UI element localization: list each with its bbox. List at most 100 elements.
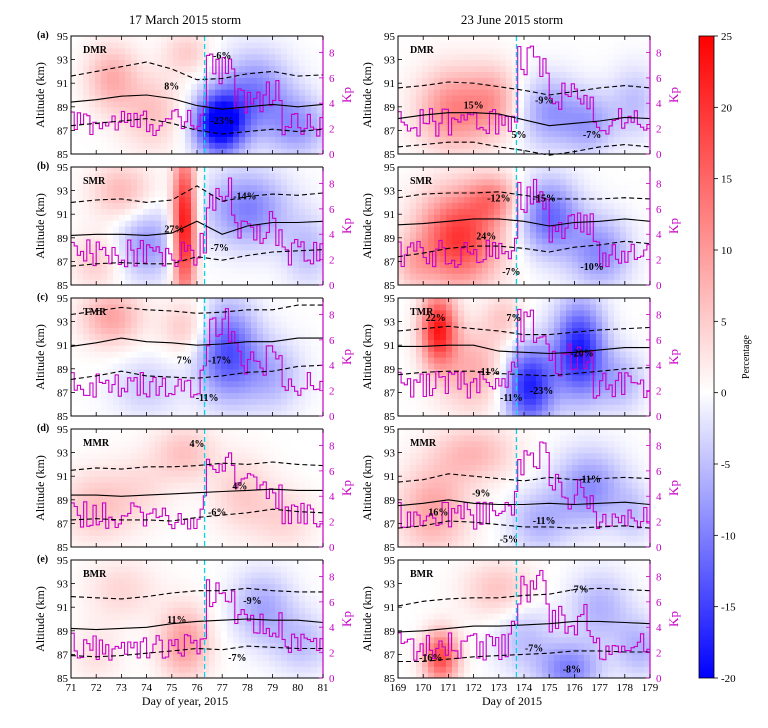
heatmap-cell (119, 339, 126, 346)
heatmap-cell (77, 59, 84, 67)
heatmap-cell (446, 178, 453, 186)
heatmap-cell (560, 77, 567, 84)
heatmap-cell (428, 41, 435, 49)
heatmap-cell (638, 279, 645, 285)
heatmap-cell (245, 410, 252, 416)
heatmap-cell (191, 118, 198, 126)
heatmap-cell (542, 386, 549, 393)
heatmap-cell (305, 130, 312, 137)
heatmap-cell (251, 196, 258, 203)
heatmap-cell (77, 196, 84, 203)
heatmap-cell (77, 333, 84, 340)
heatmap-cell (416, 380, 423, 388)
heatmap-cell (71, 142, 78, 149)
heatmap-cell (143, 327, 150, 334)
heatmap-cell (644, 172, 650, 180)
heatmap-cell (101, 130, 108, 137)
heatmap-cell (113, 380, 120, 388)
heatmap-cell (404, 47, 411, 55)
heatmap-cell (95, 380, 102, 388)
heatmap-cell (524, 351, 531, 358)
heatmap-cell (428, 208, 435, 215)
heatmap-cell (251, 148, 258, 154)
heatmap-cell (143, 345, 150, 352)
heatmap-cell (305, 255, 312, 262)
heatmap-cell (506, 89, 513, 96)
heatmap-cell (416, 100, 423, 108)
heatmap-cell (251, 315, 258, 323)
heatmap-cell (263, 136, 270, 143)
heatmap-cell (482, 89, 489, 96)
heatmap-cell (536, 249, 543, 257)
heatmap-cell (107, 184, 114, 192)
heatmap-cell (269, 237, 276, 245)
heatmap-cell (464, 321, 471, 329)
heatmap-cell (197, 89, 204, 96)
heatmap-cell (542, 398, 549, 405)
heatmap-cell (275, 196, 282, 203)
heatmap-cell (83, 345, 90, 352)
heatmap-cell (101, 148, 108, 154)
heatmap-cell (440, 226, 447, 233)
heatmap-cell (287, 142, 294, 149)
heatmap-cell (317, 196, 323, 203)
heatmap-cell (77, 83, 84, 90)
heatmap-cell (299, 231, 306, 239)
heatmap-cell (185, 249, 192, 257)
heatmap-cell (458, 184, 465, 192)
heatmap-cell (317, 362, 323, 370)
heatmap-cell (452, 243, 459, 251)
heatmap-cell (113, 136, 120, 143)
heatmap-cell (416, 374, 423, 382)
heatmap-cell (464, 279, 471, 285)
heatmap-cell (185, 41, 192, 49)
heatmap-cell (179, 83, 186, 90)
heatmap-cell (257, 77, 264, 84)
heatmap-cell (257, 279, 264, 285)
heatmap-cell (305, 327, 312, 334)
heatmap-cell (317, 374, 323, 382)
heatmap-cell (131, 321, 138, 329)
heatmap-cell (305, 65, 312, 72)
heatmap-cell (626, 261, 633, 268)
heatmap-cell (293, 226, 300, 233)
heatmap-cell (446, 100, 453, 108)
heatmap-cell (602, 36, 609, 43)
heatmap-cell (452, 148, 459, 154)
heatmap-cell (638, 255, 645, 262)
kp-tick-label: 2 (656, 255, 662, 267)
heatmap-cell (191, 267, 198, 274)
heatmap-cell (245, 374, 252, 382)
heatmap-cell (464, 77, 471, 84)
heatmap-cell (311, 100, 318, 108)
heatmap-cell (149, 136, 156, 143)
heatmap-cell (263, 404, 270, 411)
heatmap-cell (155, 178, 162, 186)
heatmap-cell (161, 345, 168, 352)
heatmap-cell (578, 112, 585, 120)
heatmap-cell (626, 59, 633, 67)
heatmap-cell (107, 36, 114, 43)
heatmap-cell (71, 368, 78, 376)
heatmap-cell (434, 255, 441, 262)
heatmap-cell (269, 89, 276, 96)
contour-lower (397, 141, 651, 156)
heatmap-cell (542, 89, 549, 96)
heatmap-cell (257, 309, 264, 317)
heatmap-cell (560, 220, 567, 227)
heatmap-cell (113, 118, 120, 126)
heatmap-cell (89, 142, 96, 149)
heatmap-cell (638, 53, 645, 61)
heatmap-cell (452, 392, 459, 399)
heatmap-cell (476, 249, 483, 257)
heatmap-cell (209, 237, 216, 245)
heatmap-cell (281, 303, 288, 311)
heatmap-cell (107, 273, 114, 280)
heatmap-cell (494, 398, 501, 405)
heatmap-cell (524, 380, 531, 388)
heatmap-cell (137, 255, 144, 262)
heatmap-cell (404, 303, 411, 311)
heatmap-cell (203, 136, 210, 143)
heatmap-cell (245, 41, 252, 49)
heatmap-cell (191, 100, 198, 108)
